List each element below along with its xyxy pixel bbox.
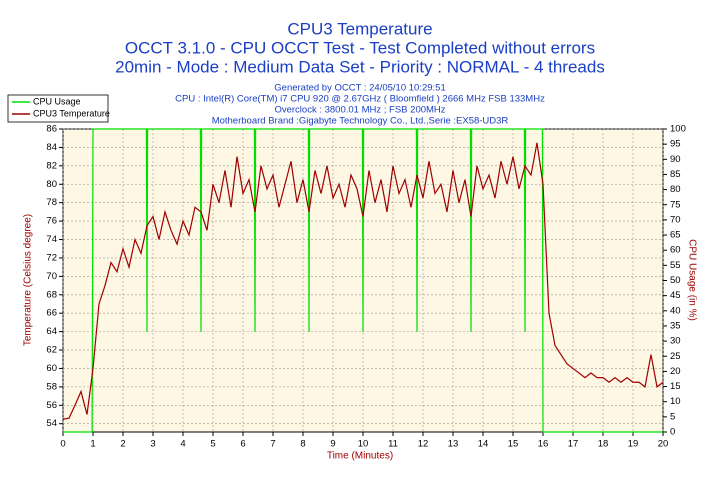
chart-subtitle: OCCT 3.1.0 - CPU OCCT Test - Test Comple… [125,38,595,57]
y-tick-label: 80 [46,179,57,190]
y2-tick-label: 55 [670,260,681,271]
x-tick-label: 4 [180,439,185,450]
y-tick-label: 64 [46,326,57,337]
y-tick-label: 62 [46,345,57,356]
chart-title: CPU3 Temperature [287,19,432,38]
legend-label: CPU Usage [33,96,81,106]
x-tick-label: 8 [300,439,305,450]
y-tick-label: 68 [46,289,57,300]
y-axis-label: Temperature (Celsius degree) [23,214,34,346]
y2-tick-label: 75 [670,199,681,210]
x-tick-label: 1 [90,439,95,450]
y-tick-label: 74 [46,234,57,245]
y-tick-label: 78 [46,197,57,208]
x-tick-label: 17 [568,439,579,450]
y2-axis-label: CPU Usage (in %) [686,239,697,321]
x-tick-label: 3 [150,439,155,450]
y2-tick-label: 5 [670,411,675,422]
legend [7,94,109,123]
x-tick-label: 2 [120,439,125,450]
y2-tick-label: 20 [670,366,681,377]
series-line [63,128,663,433]
info-line: CPU : Intel(R) Core(TM) i7 CPU 920 @ 2.6… [175,94,545,105]
y-tick-label: 76 [46,216,57,227]
y-tick-label: 86 [46,124,57,135]
y2-tick-label: 80 [670,184,681,195]
y2-tick-label: 15 [670,381,681,392]
x-tick-label: 19 [628,439,639,450]
x-tick-label: 20 [658,439,669,450]
y2-tick-label: 30 [670,336,681,347]
x-axis-label: Time (Minutes) [327,451,393,462]
y2-tick-label: 70 [670,214,681,225]
x-tick-label: 6 [240,439,245,450]
x-tick-label: 15 [508,439,519,450]
x-tick-label: 18 [598,439,609,450]
info-line: Motherboard Brand :Gigabyte Technology C… [212,116,509,127]
x-tick-label: 5 [210,439,215,450]
y-tick-label: 82 [46,160,57,171]
info-line: Generated by OCCT : 24/05/10 10:29:51 [274,83,445,94]
y2-tick-label: 60 [670,245,681,256]
x-tick-label: 14 [478,439,489,450]
x-tick-label: 9 [330,439,335,450]
x-tick-label: 0 [60,439,65,450]
y-tick-label: 66 [46,308,57,319]
x-tick-label: 13 [448,439,459,450]
y2-tick-label: 50 [670,275,681,286]
y-tick-label: 54 [46,418,57,429]
y2-tick-label: 65 [670,230,681,241]
y2-tick-label: 95 [670,139,681,150]
x-tick-label: 16 [538,439,549,450]
chart-subtitle: 20min - Mode : Medium Data Set - Priorit… [115,57,605,76]
x-tick-label: 7 [270,439,275,450]
y2-tick-label: 100 [670,124,686,135]
info-line: Overclock : 3800.01 MHz ; FSB 200MHz [274,105,445,116]
y2-tick-label: 35 [670,320,681,331]
x-tick-label: 12 [418,439,429,450]
y2-tick-label: 10 [670,396,681,407]
y-tick-label: 84 [46,142,57,153]
y2-tick-label: 0 [670,427,675,438]
y-tick-label: 58 [46,381,57,392]
y-tick-label: 56 [46,400,57,411]
y2-tick-label: 25 [670,351,681,362]
y2-tick-label: 90 [670,154,681,165]
y-tick-label: 72 [46,252,57,263]
y-tick-label: 60 [46,363,57,374]
series-line [62,142,664,420]
legend-label: CPU3 Temperature [33,108,110,118]
y2-tick-label: 85 [670,169,681,180]
y2-tick-label: 45 [670,290,681,301]
x-tick-label: 10 [358,439,369,450]
y2-tick-label: 40 [670,305,681,316]
y-tick-label: 70 [46,271,57,282]
x-tick-label: 11 [388,439,398,450]
